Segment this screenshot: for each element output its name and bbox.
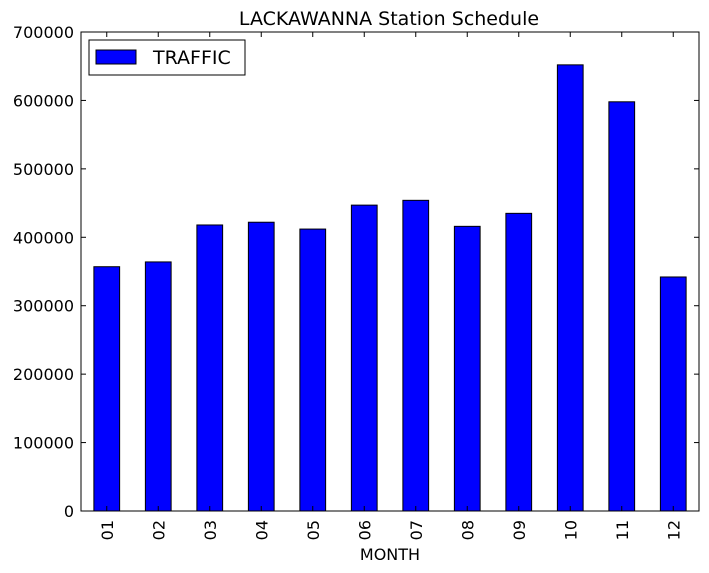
x-axis-ticks: 01 02 03 04 05 06 07 08 09 10 11 12 (98, 32, 683, 540)
legend: TRAFFIC (88, 39, 246, 76)
x-tick-label-03: 03 (201, 520, 220, 540)
x-tick-label-02: 02 (149, 520, 168, 540)
bar-10 (556, 64, 584, 512)
bar-07 (402, 199, 430, 512)
y-tick-label: 0 (64, 502, 74, 521)
x-axis-label: MONTH (360, 545, 420, 564)
bar-02 (144, 261, 172, 512)
x-tick-label-05: 05 (304, 520, 323, 540)
y-tick-label: 100000 (13, 434, 74, 453)
y-tick-label: 600000 (13, 91, 74, 110)
y-tick-label: 400000 (13, 228, 74, 247)
x-tick-label-04: 04 (252, 520, 271, 540)
x-tick-label-09: 09 (510, 520, 529, 540)
y-tick-label: 200000 (13, 365, 74, 384)
x-tick-label-10: 10 (561, 520, 580, 540)
y-tick-label: 500000 (13, 160, 74, 179)
x-tick-label-11: 11 (613, 520, 632, 540)
x-tick-label-06: 06 (355, 520, 374, 540)
bar-08 (453, 225, 481, 512)
x-tick-label-01: 01 (98, 520, 117, 540)
chart-title: LACKAWANNA Station Schedule (239, 8, 539, 30)
legend-label-traffic: TRAFFIC (152, 47, 231, 69)
x-tick-label-08: 08 (458, 520, 477, 540)
bars-layer (93, 64, 687, 512)
bar-03 (196, 224, 224, 512)
bar-05 (299, 228, 327, 512)
y-tick-label: 700000 (13, 23, 74, 42)
y-axis-ticks: 0 100000 200000 300000 400000 500000 600000 700… (13, 23, 699, 521)
plot-area-frame (80, 31, 700, 512)
x-tick-label-12: 12 (664, 520, 683, 540)
bar-11 (608, 101, 636, 512)
bar-04 (247, 221, 275, 512)
y-tick-label: 300000 (13, 297, 74, 316)
bar-09 (505, 212, 533, 512)
bar-01 (93, 266, 121, 512)
bar-12 (659, 276, 687, 512)
bar-06 (350, 204, 378, 512)
x-tick-label-07: 07 (407, 520, 426, 540)
legend-swatch-traffic (95, 49, 137, 65)
